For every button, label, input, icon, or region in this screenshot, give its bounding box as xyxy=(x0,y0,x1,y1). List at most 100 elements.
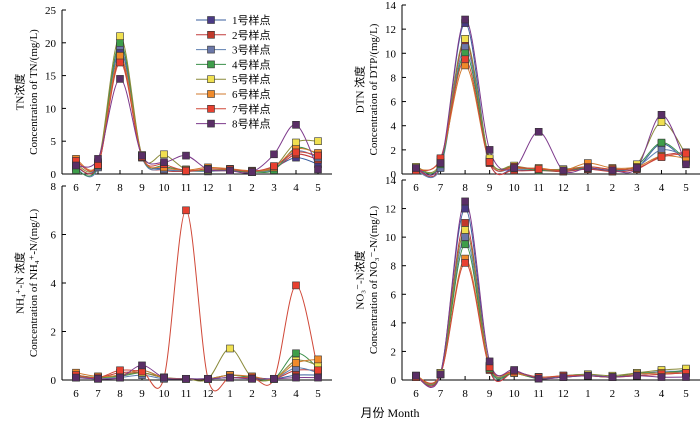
y-axis-label-en: Concentration of DTP/(mg/L) xyxy=(368,23,380,155)
data-point xyxy=(534,128,543,136)
data-point xyxy=(461,204,469,213)
data-point xyxy=(226,373,234,382)
data-point xyxy=(116,32,124,41)
data-point xyxy=(314,165,322,174)
data-point xyxy=(633,164,641,172)
y-tick-label: 4 xyxy=(391,121,397,133)
y-axis-label-cn: NO₃⁻-N浓度 xyxy=(352,250,366,309)
data-point xyxy=(314,151,322,160)
y-tick-label: 10 xyxy=(45,103,57,115)
y-axis-label: DTN 浓度 Concentration of DTP/(mg/L) xyxy=(352,23,380,155)
data-point xyxy=(461,259,469,267)
data-point xyxy=(608,373,617,381)
data-point xyxy=(657,111,666,119)
y-tick-label: 25 xyxy=(45,5,57,17)
y-tick-label: 14 xyxy=(385,175,397,187)
y-tick-label: 2 xyxy=(51,327,57,339)
data-point xyxy=(226,166,234,175)
series-line-8 xyxy=(415,200,687,388)
legend-label: 1号样点 xyxy=(232,13,271,27)
x-tick-label: 7 xyxy=(95,182,101,194)
data-point xyxy=(204,165,212,174)
x-tick-label: 4 xyxy=(293,388,299,400)
y-tick-label: 0 xyxy=(51,375,57,387)
data-point xyxy=(270,374,278,383)
y-axis-label: TN浓度 Concentration of TN/(mg/L) xyxy=(12,29,40,155)
data-point xyxy=(314,366,322,375)
x-tick-label: 7 xyxy=(438,182,444,194)
data-point xyxy=(292,349,300,358)
y-tick-label: 8 xyxy=(51,181,57,193)
series-line-7 xyxy=(75,209,319,392)
legend-label: 2号样点 xyxy=(232,28,271,42)
data-point xyxy=(182,151,190,160)
legend-label: 3号样点 xyxy=(232,43,271,57)
x-tick-label: 11 xyxy=(533,182,544,194)
data-point xyxy=(182,206,190,215)
y-axis-label-cn: NH₄⁺-N 浓度 xyxy=(12,252,26,314)
y-tick-label: 6 xyxy=(391,97,397,109)
data-point xyxy=(314,373,322,382)
data-point xyxy=(485,158,494,166)
x-tick-label: 1 xyxy=(585,182,591,194)
series-line-4 xyxy=(75,42,319,177)
data-point xyxy=(116,366,124,375)
data-point xyxy=(116,58,124,67)
data-point xyxy=(633,371,641,380)
data-point xyxy=(292,138,300,147)
x-tick-label: 1 xyxy=(585,388,591,400)
data-point xyxy=(559,166,568,175)
data-point xyxy=(412,164,420,172)
data-point xyxy=(485,146,494,154)
data-point xyxy=(682,149,690,158)
x-tick-label: 2 xyxy=(249,182,255,194)
legend-marker xyxy=(207,60,215,69)
data-point xyxy=(559,373,568,381)
x-tick-label: 5 xyxy=(315,388,321,400)
data-point xyxy=(461,34,469,43)
x-tick-label: 2 xyxy=(249,388,255,400)
legend-marker xyxy=(207,105,215,113)
x-tick-label: 3 xyxy=(634,182,640,194)
x-axis-label: 月份 Month xyxy=(360,406,419,420)
y-tick-label: 0 xyxy=(391,169,397,181)
x-tick-label: 3 xyxy=(634,388,640,400)
series-line-1 xyxy=(415,208,687,387)
data-point xyxy=(116,38,124,47)
data-point xyxy=(116,75,124,83)
x-tick-label: 4 xyxy=(293,182,299,194)
x-tick-label: 1 xyxy=(227,388,233,400)
legend-marker xyxy=(207,75,215,83)
data-point xyxy=(292,373,300,382)
series-line-1 xyxy=(415,22,687,178)
data-point xyxy=(248,374,256,383)
data-point xyxy=(412,371,420,380)
y-tick-label: 4 xyxy=(391,318,397,330)
y-tick-label: 14 xyxy=(385,0,397,12)
x-tick-label: 1 xyxy=(227,182,233,194)
y-tick-label: 4 xyxy=(51,278,57,290)
data-point xyxy=(72,373,80,382)
y-axis-label: NH₄⁺-N 浓度 Concentration of NH₄⁺-N/(mg/L) xyxy=(12,208,40,357)
data-point xyxy=(510,164,519,172)
y-axis-label-en: Concentration of NH₄⁺-N/(mg/L) xyxy=(28,208,40,357)
data-point xyxy=(461,197,469,206)
data-point xyxy=(510,366,519,374)
x-tick-label: 12 xyxy=(203,182,214,194)
data-point xyxy=(534,165,543,173)
legend-label: 8号样点 xyxy=(232,117,271,131)
x-tick-label: 8 xyxy=(462,388,468,400)
y-tick-label: 12 xyxy=(385,204,396,216)
series-line-8 xyxy=(415,18,687,176)
data-point xyxy=(436,370,445,379)
x-tick-label: 10 xyxy=(509,388,521,400)
data-point xyxy=(461,233,469,241)
data-point xyxy=(461,226,469,234)
data-point xyxy=(534,374,543,383)
x-tick-label: 8 xyxy=(462,182,468,194)
data-point xyxy=(138,361,146,370)
data-point xyxy=(160,373,168,382)
data-point xyxy=(461,219,469,227)
